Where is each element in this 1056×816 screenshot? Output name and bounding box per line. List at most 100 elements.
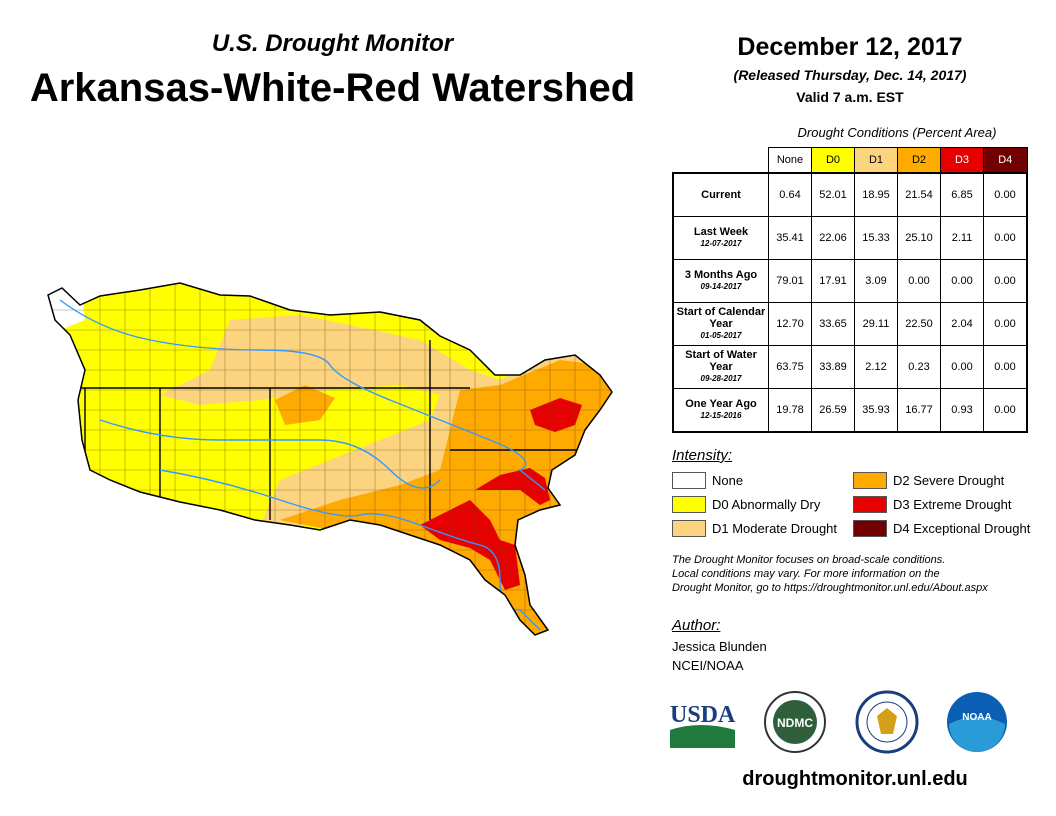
table-cell: 3.09 xyxy=(854,259,898,303)
table-cell: 52.01 xyxy=(811,172,855,217)
legend-swatch xyxy=(853,520,887,537)
logos: USDA NDMC NOAA xyxy=(670,690,1007,754)
row-label: 3 Months Ago xyxy=(684,269,758,281)
legend-swatch xyxy=(672,520,706,537)
table-cell: 0.00 xyxy=(983,302,1028,346)
legend-label: D1 Moderate Drought xyxy=(712,521,838,536)
d3-region-south xyxy=(420,500,520,590)
table-cell: 2.12 xyxy=(854,345,898,389)
table-cell: 18.95 xyxy=(854,172,898,217)
table-row: Start of Water Year 09-28-2017 63.75 33.89 2… xyxy=(672,345,1028,389)
page-title: Arkansas-White-Red Watershed xyxy=(29,66,636,110)
table-row: One Year Ago 12-15-2016 19.78 26.59 35.93 16.… xyxy=(672,388,1028,433)
drought-conditions-table: None D0 D1 D2 D3 D4 Current 0.64 52.01 18.9… xyxy=(672,147,1028,433)
row-header: Last Week 12-07-2017 xyxy=(672,216,769,260)
d3-region-northeast xyxy=(530,398,582,432)
author-name: Jessica Blunden xyxy=(672,639,767,654)
table-cell: 29.11 xyxy=(854,302,898,346)
row-header: Start of Water Year 09-28-2017 xyxy=(672,345,769,389)
row-label: Current xyxy=(701,189,741,201)
row-date: 12-07-2017 xyxy=(700,239,742,248)
legend-swatch xyxy=(672,472,706,489)
table-row: Last Week 12-07-2017 35.41 22.06 15.33 25.10 2… xyxy=(672,216,1028,260)
table-cell: 33.89 xyxy=(811,345,855,389)
table-row: 3 Months Ago 09-14-2017 79.01 17.91 3.09 0.00… xyxy=(672,259,1028,303)
col-d2: D2 xyxy=(897,147,941,174)
table-cell: 0.64 xyxy=(768,172,812,217)
note-line: Local conditions may vary. For more info… xyxy=(672,568,940,580)
legend-swatch xyxy=(853,496,887,513)
table-cell: 22.50 xyxy=(897,302,941,346)
legend-title: Intensity: xyxy=(672,447,733,464)
table-cell: 15.33 xyxy=(854,216,898,260)
col-d3: D3 xyxy=(940,147,984,174)
row-label: Start of Water Year xyxy=(685,349,757,373)
ndmc-logo: NDMC xyxy=(764,691,826,753)
doc-seal-logo xyxy=(855,690,919,754)
legend-label: D2 Severe Drought xyxy=(893,473,1005,488)
d3-region-east xyxy=(475,468,550,505)
row-date: 09-28-2017 xyxy=(700,374,742,383)
table-cell: 17.91 xyxy=(811,259,855,303)
row-header: One Year Ago 12-15-2016 xyxy=(672,388,769,433)
table-cell: 0.00 xyxy=(940,345,984,389)
table-cell: 12.70 xyxy=(768,302,812,346)
table-cell: 0.00 xyxy=(983,216,1028,260)
legend-label: D3 Extreme Drought xyxy=(893,497,1012,512)
legend-label: D4 Exceptional Drought xyxy=(893,521,1031,536)
legend-item: None xyxy=(672,472,743,489)
d2-region-west xyxy=(275,385,335,425)
col-d4: D4 xyxy=(983,147,1028,174)
table-cell: 35.41 xyxy=(768,216,812,260)
note-line: The Drought Monitor focuses on broad-sca… xyxy=(672,554,946,566)
row-date: 09-14-2017 xyxy=(700,282,742,291)
author-org: NCEI/NOAA xyxy=(672,658,744,673)
table-cell: 33.65 xyxy=(811,302,855,346)
table-cell: 63.75 xyxy=(768,345,812,389)
table-cell: 0.00 xyxy=(983,172,1028,217)
row-label: Start of Calendar Year xyxy=(676,306,766,330)
row-header: Start of Calendar Year 01-05-2017 xyxy=(672,302,769,346)
legend-swatch xyxy=(853,472,887,489)
legend-swatch xyxy=(672,496,706,513)
table-cell: 0.93 xyxy=(940,388,984,433)
footer-url[interactable]: droughtmonitor.unl.edu xyxy=(742,768,968,790)
table-cell: 16.77 xyxy=(897,388,941,433)
disclaimer-note: The Drought Monitor focuses on broad-sca… xyxy=(672,553,1052,595)
table-cell: 0.00 xyxy=(983,345,1028,389)
rivers xyxy=(59,299,546,631)
row-header: 3 Months Ago 09-14-2017 xyxy=(672,259,769,303)
state-borders xyxy=(48,340,612,520)
row-header: Current xyxy=(672,172,769,217)
table-cell: 2.04 xyxy=(940,302,984,346)
table-caption: Drought Conditions (Percent Area) xyxy=(797,125,997,140)
table-cell: 6.85 xyxy=(940,172,984,217)
table-row: Current 0.64 52.01 18.95 21.54 6.85 0.00 xyxy=(672,172,1028,217)
legend-item: D1 Moderate Drought xyxy=(672,520,837,537)
table-cell: 79.01 xyxy=(768,259,812,303)
table-cell: 35.93 xyxy=(854,388,898,433)
col-none: None xyxy=(768,147,812,174)
table-header-row: None D0 D1 D2 D3 D4 xyxy=(673,147,1028,174)
legend-label: None xyxy=(712,473,744,488)
map-date: December 12, 2017 xyxy=(737,33,963,61)
legend-item: D2 Severe Drought xyxy=(853,472,1004,489)
legend-item: D3 Extreme Drought xyxy=(853,496,1012,513)
col-d0: D0 xyxy=(811,147,855,174)
row-date: 12-15-2016 xyxy=(700,411,742,420)
table-cell: 0.23 xyxy=(897,345,941,389)
table-cell: 25.10 xyxy=(897,216,941,260)
author-title: Author: xyxy=(672,617,721,634)
table-cell: 26.59 xyxy=(811,388,855,433)
table-cell: 0.00 xyxy=(983,388,1028,433)
table-cell: 2.11 xyxy=(940,216,984,260)
release-date: (Released Thursday, Dec. 14, 2017) xyxy=(733,67,967,83)
row-date: 01-05-2017 xyxy=(700,331,742,340)
author-block: Jessica Blunden NCEI/NOAA xyxy=(672,637,767,675)
noaa-logo: NOAA xyxy=(947,692,1007,752)
table-cell: 0.00 xyxy=(897,259,941,303)
usda-logo: USDA xyxy=(670,702,736,748)
subtitle: U.S. Drought Monitor xyxy=(211,30,454,57)
table-cell: 0.00 xyxy=(940,259,984,303)
